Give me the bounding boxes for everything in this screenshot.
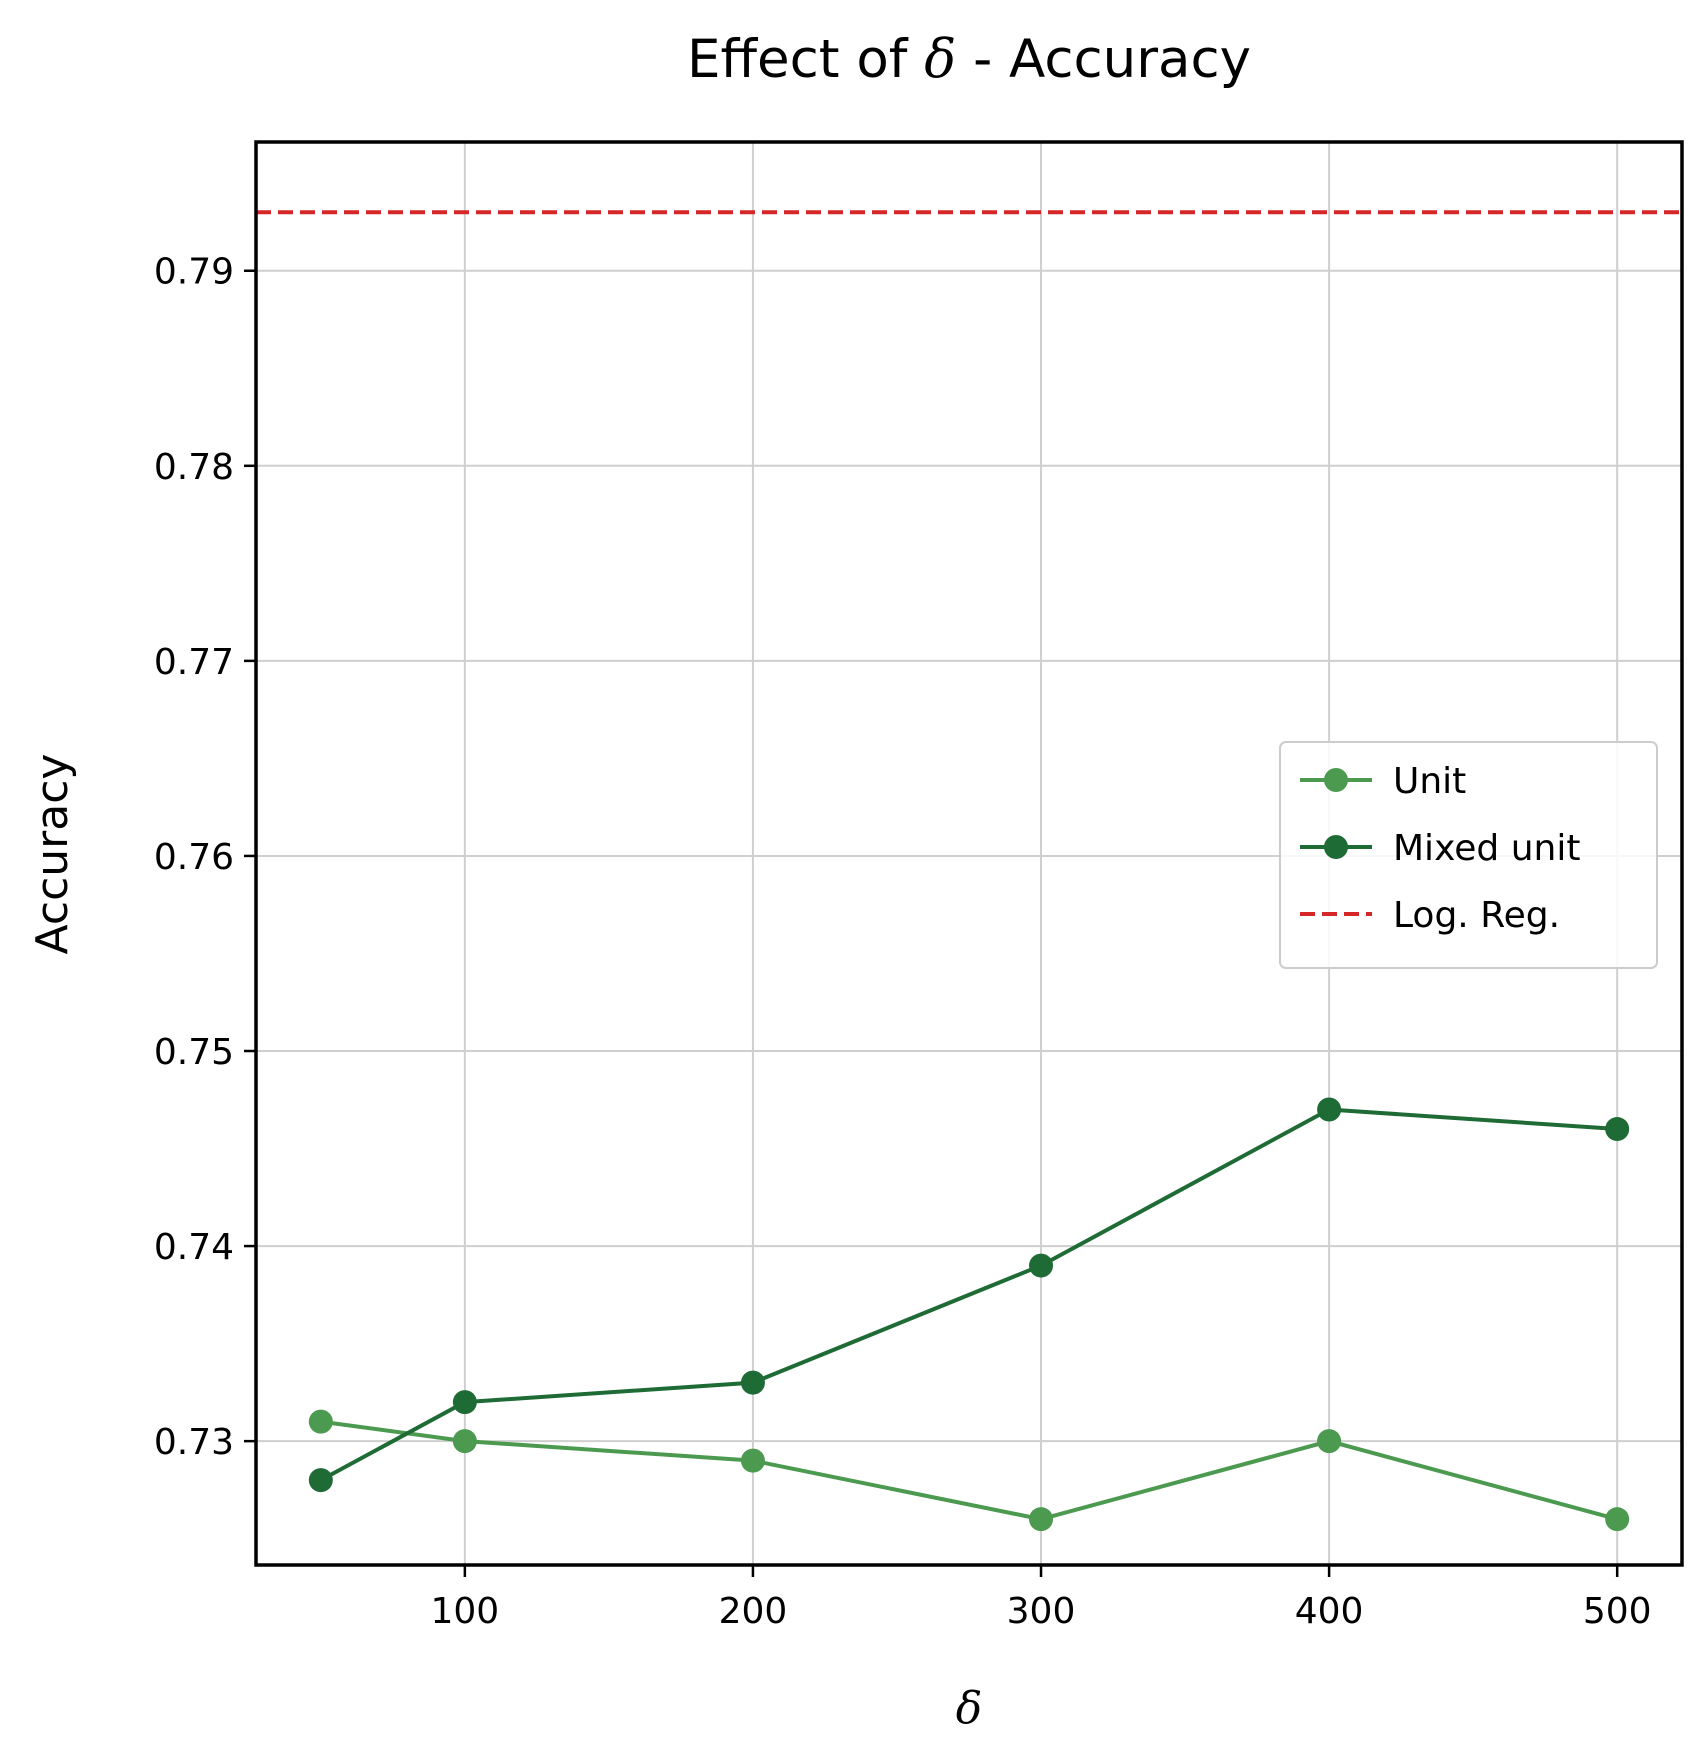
legend-marker-unit xyxy=(1324,768,1348,792)
data-point-unit xyxy=(452,1429,477,1454)
x-tick-label: 400 xyxy=(1295,1591,1364,1632)
axis-ticks: 100 200 300 400 500 0.73 0.74 0.75 0.76 0.77 0.78 0… xyxy=(154,252,1652,1632)
data-point-mixed-unit xyxy=(1317,1097,1342,1122)
y-tick-label: 0.79 xyxy=(154,252,234,293)
data-point-unit xyxy=(1317,1429,1342,1454)
data-point-unit xyxy=(1605,1507,1630,1532)
y-axis-title: Accuracy xyxy=(27,754,78,955)
series-line-unit xyxy=(320,1419,1618,1522)
data-point-unit xyxy=(740,1448,765,1473)
y-tick-label: 0.74 xyxy=(154,1227,234,1268)
series-lines xyxy=(308,1097,1630,1532)
legend-items: Unit Mixed unit Log. Reg. xyxy=(1300,761,1580,936)
y-tick-label: 0.73 xyxy=(154,1422,234,1463)
x-tick-label: 100 xyxy=(430,1591,499,1632)
chart-title-symbol: δ xyxy=(924,29,956,90)
x-tick-label: 500 xyxy=(1583,1591,1652,1632)
x-tick-label: 200 xyxy=(719,1591,788,1632)
legend-label-log-reg-: Log. Reg. xyxy=(1393,895,1560,936)
data-point-mixed-unit xyxy=(452,1390,477,1415)
legend-label-unit: Unit xyxy=(1393,761,1466,802)
data-point-mixed-unit xyxy=(1029,1253,1054,1278)
series-line-mixed-unit xyxy=(319,1107,1618,1482)
y-tick-label: 0.77 xyxy=(154,642,234,683)
x-tick-label: 300 xyxy=(1007,1591,1076,1632)
grid xyxy=(256,142,1682,1565)
chart-title: Effect of δ - Accuracy xyxy=(687,29,1251,90)
x-axis-title: δ xyxy=(956,1683,983,1734)
data-point-unit xyxy=(1029,1507,1054,1532)
legend-box xyxy=(1279,741,1658,969)
plot-frame xyxy=(254,140,1684,1567)
legend: Unit Mixed unit Log. Reg. xyxy=(1279,741,1658,969)
y-tick-label: 0.76 xyxy=(154,837,234,878)
data-point-mixed-unit xyxy=(740,1370,765,1395)
chart-title-suffix: - Accuracy xyxy=(956,29,1251,90)
chart-title-prefix: Effect of xyxy=(687,29,924,90)
legend-marker-mixed-unit xyxy=(1324,835,1348,859)
data-point-unit xyxy=(308,1409,333,1434)
y-tick-label: 0.78 xyxy=(154,447,234,488)
legend-label-mixed-unit: Mixed unit xyxy=(1393,828,1580,869)
data-point-mixed-unit xyxy=(1605,1117,1630,1142)
data-point-mixed-unit xyxy=(308,1468,333,1493)
y-tick-label: 0.75 xyxy=(154,1032,234,1073)
